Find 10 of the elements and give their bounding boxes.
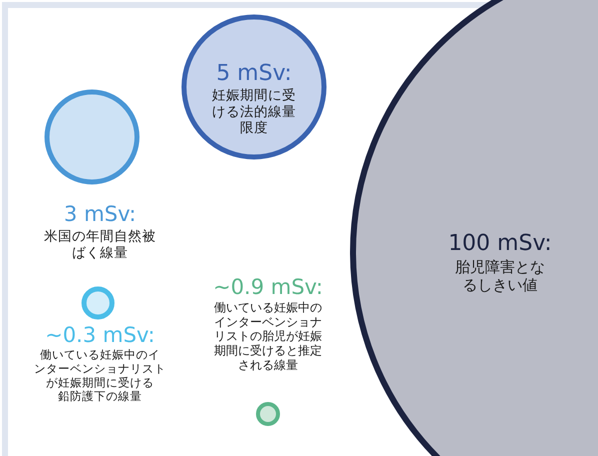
data-label: 5 mSv: [216, 61, 292, 86]
category-label: 胎児障害となるしきい値 [455, 258, 545, 294]
category-label: 米国の年間自然被ばく線量 [44, 228, 156, 260]
data-label: 3 mSv: [64, 202, 136, 226]
data-label: 100 mSv: [448, 231, 552, 256]
category-label: 働いている妊娠中のインターベンショナリストが妊娠期間に受ける鉛防護下の線量 [34, 348, 166, 404]
data-label: ~0.3 mSv: [45, 323, 155, 347]
category-label: 妊娠期間に受ける法的線量限度 [212, 88, 296, 135]
category-label: 働いている妊娠中のインターベンショナリストの胎児が妊娠期間に受けると推定される線量 [214, 300, 322, 372]
data-label: ~0.9 mSv: [213, 275, 323, 299]
